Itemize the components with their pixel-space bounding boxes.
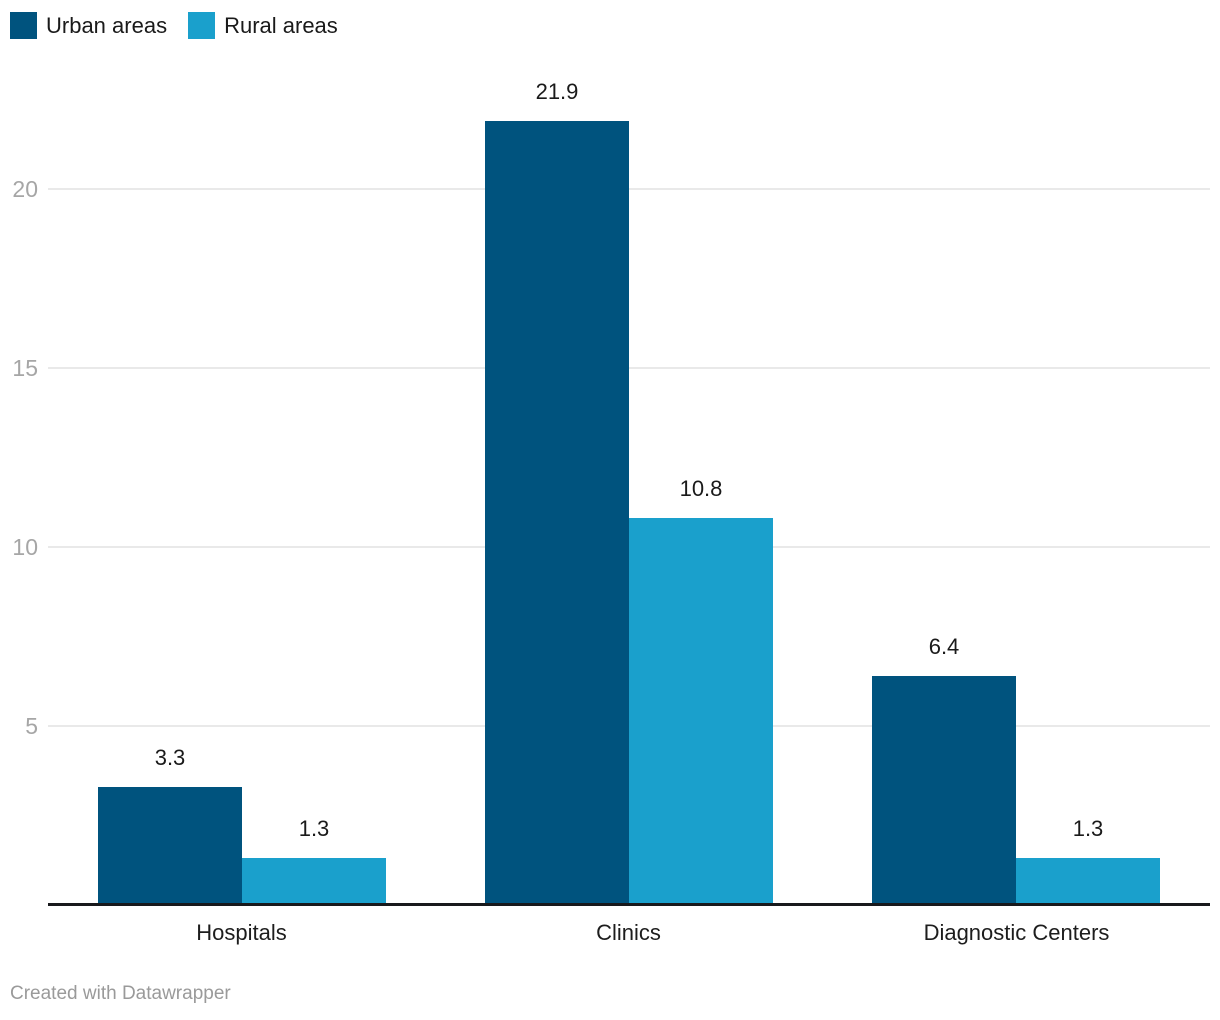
y-tick-label-5: 5 xyxy=(25,713,38,739)
legend-swatch-rural-areas xyxy=(188,12,216,39)
x-axis-label-hospitals: Hospitals xyxy=(196,920,287,945)
gridline-15 xyxy=(48,367,1210,369)
y-tick-label-20: 20 xyxy=(12,176,38,202)
y-tick-label-15: 15 xyxy=(12,355,38,381)
bar-value-label-rural-areas-hospitals: 1.3 xyxy=(298,816,330,841)
bar-value-label-urban-areas-hospitals: 3.3 xyxy=(154,745,186,770)
legend: Urban areas Rural areas xyxy=(10,12,338,39)
bar-rural-areas-clinics[interactable] xyxy=(629,518,773,905)
bar-value-label-rural-areas-diagnostic-centers: 1.3 xyxy=(1072,816,1104,841)
x-axis-line xyxy=(48,903,1210,906)
legend-swatch-urban-areas xyxy=(10,12,37,39)
legend-label-urban-areas: Urban areas xyxy=(46,13,168,38)
bar-rural-areas-diagnostic-centers[interactable] xyxy=(1016,858,1160,905)
bar-value-label-rural-areas-clinics: 10.8 xyxy=(679,476,723,501)
bar-rural-areas-hospitals[interactable] xyxy=(242,858,386,905)
bar-value-label-urban-areas-diagnostic-centers: 6.4 xyxy=(928,634,960,659)
datawrapper-credit-link[interactable]: Created with Datawrapper xyxy=(10,983,231,1004)
x-axis-label-diagnostic-centers: Diagnostic Centers xyxy=(923,920,1110,945)
legend-item-urban-areas: Urban areas xyxy=(10,12,167,39)
gridline-20 xyxy=(48,188,1210,190)
bar-value-label-urban-areas-clinics: 21.9 xyxy=(535,79,579,104)
legend-item-rural-areas: Rural areas xyxy=(188,12,338,39)
x-axis-label-clinics: Clinics xyxy=(596,920,661,945)
y-tick-label-10: 10 xyxy=(12,534,38,560)
bar-urban-areas-diagnostic-centers[interactable] xyxy=(872,676,1016,905)
plot-area: 3.3 1.3 Hospitals 21.9 10.8 Clinics 6.4 1.3 Diag… xyxy=(48,0,1210,1020)
bar-urban-areas-hospitals[interactable] xyxy=(98,787,242,905)
legend-label-rural-areas: Rural areas xyxy=(224,13,338,38)
bar-urban-areas-clinics[interactable] xyxy=(485,121,629,905)
